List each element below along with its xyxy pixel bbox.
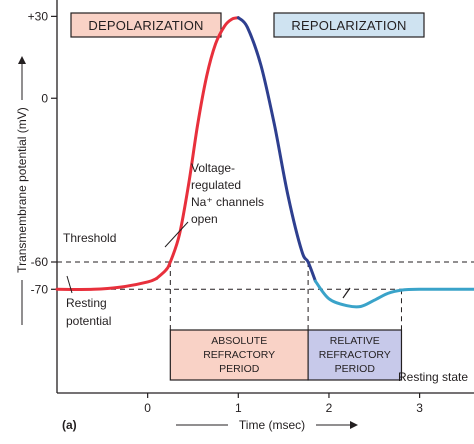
y-tick-label: -60 [31,255,49,269]
phase-labels: DEPOLARIZATION REPOLARIZATION [70,12,425,38]
resting-label-leader [66,275,73,294]
y-tick-label: +30 [28,9,49,23]
y-axis-title: Transmembrane potential (mV) [15,107,29,273]
x-tick-label: 0 [144,401,151,415]
channels-label-line4: open [191,212,218,226]
relative-refractory-period-label: RELATIVE [330,335,380,347]
x-axis-title: Time (msec) [239,418,305,432]
x-ticks: 0 1 2 3 [144,393,423,415]
resting-state-label: Resting state [398,370,468,384]
x-axis-title-arrowhead [350,421,358,429]
relative-refractory-period-label: PERIOD [335,363,376,375]
absolute-refractory-period-label: PERIOD [219,363,260,375]
annotations: Threshold Resting potential Voltage- reg… [63,161,468,384]
channels-label-line2: regulated [191,178,241,192]
y-axis-title-arrowhead [18,56,26,64]
hyperpolarization-tick [342,287,351,299]
relative-refractory-period-label: REFRACTORY [319,349,391,361]
x-tick-label: 1 [235,401,242,415]
absolute-refractory-period-box [169,329,309,381]
resting-segment [55,276,159,291]
y-tick-label: 0 [41,91,48,105]
hyperpolarization-segment [313,279,474,309]
repolarization-label: REPOLARIZATION [291,18,406,33]
x-tick-label: 2 [326,401,333,415]
refractory-periods: ABSOLUTE REFRACTORY PERIOD RELATIVE REFRACTO… [169,329,403,381]
resting-label-line2: potential [66,314,111,328]
y-ticks: +30 0 -60 -70 [28,9,57,296]
repolarization-segment [236,16,317,283]
absolute-refractory-period-label: REFRACTORY [203,349,275,361]
x-tick-label: 3 [416,401,423,415]
y-tick-label: -70 [31,282,49,296]
repolarization-box [273,12,425,38]
guide-lines [57,261,474,330]
channels-label-line3: Na⁺ channels [191,195,264,209]
potential-curve [55,16,474,309]
panel-label: (a) [62,418,77,432]
channels-label-leader [164,221,189,248]
y-axis-title-group: Transmembrane potential (mV) [15,56,29,325]
resting-label-line1: Resting [66,296,107,310]
threshold-label: Threshold [63,231,116,245]
depolarization-box [70,12,222,38]
channels-label-line1: Voltage- [191,161,235,175]
absolute-refractory-period-label: ABSOLUTE [211,335,267,347]
depolarization-segment [155,16,240,280]
x-axis-title-group: Time (msec) [176,418,358,432]
relative-refractory-period-box [307,329,403,381]
depolarization-label: DEPOLARIZATION [88,18,203,33]
